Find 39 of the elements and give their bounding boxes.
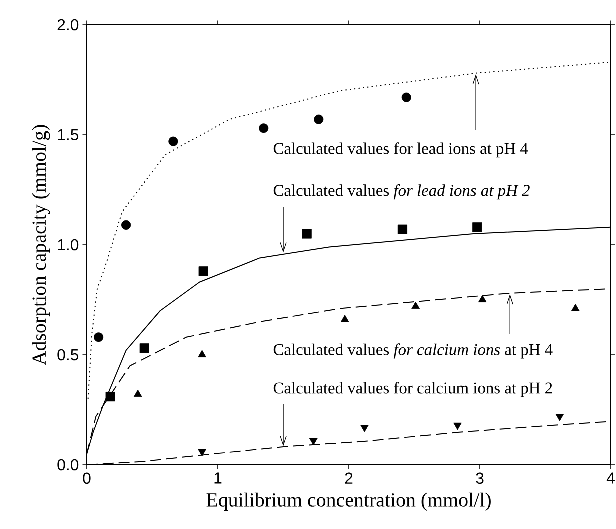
annotation: Calculated values for lead ions at pH 2	[274, 184, 530, 200]
y-tick-label: 1.5	[58, 129, 79, 141]
point	[360, 425, 369, 432]
annotation: Calculated values for lead ions at pH 4	[274, 142, 528, 158]
point	[340, 315, 350, 322]
point	[556, 414, 564, 422]
point	[198, 449, 206, 457]
x-tick-label: 4	[606, 472, 615, 484]
y-axis-title: Adsorption capacity (mmol/g)	[32, 125, 50, 366]
point	[314, 114, 324, 124]
x-tick-label: 1	[214, 472, 222, 484]
point	[398, 224, 408, 234]
point	[198, 350, 206, 358]
point	[302, 229, 312, 239]
point	[122, 220, 132, 230]
point	[309, 438, 318, 446]
y-tick-label: 0.5	[58, 349, 79, 361]
point	[402, 92, 412, 102]
annotation: Calculated values for calcium ions at pH 4	[274, 344, 553, 359]
point	[94, 332, 104, 342]
point	[454, 422, 462, 430]
point	[106, 392, 116, 402]
point	[259, 124, 269, 134]
y-tick-label: 0.0	[58, 459, 79, 471]
annotation: Calculated values for calcium ions at pH 2	[274, 382, 552, 398]
point	[472, 222, 482, 232]
point	[571, 304, 580, 312]
point	[168, 136, 178, 146]
point	[198, 266, 208, 276]
x-axis-title: Equilibrium concentration (mmol/l)	[206, 492, 491, 511]
x-tick-label: 3	[476, 472, 484, 484]
point	[134, 390, 142, 398]
x-tick-label: 0	[83, 472, 91, 484]
point	[478, 295, 487, 302]
point	[412, 302, 420, 310]
point	[140, 344, 150, 354]
y-tick-label: 1.0	[58, 239, 79, 251]
x-tick-label: 2	[345, 472, 353, 484]
y-tick-label: 2.0	[58, 19, 79, 31]
